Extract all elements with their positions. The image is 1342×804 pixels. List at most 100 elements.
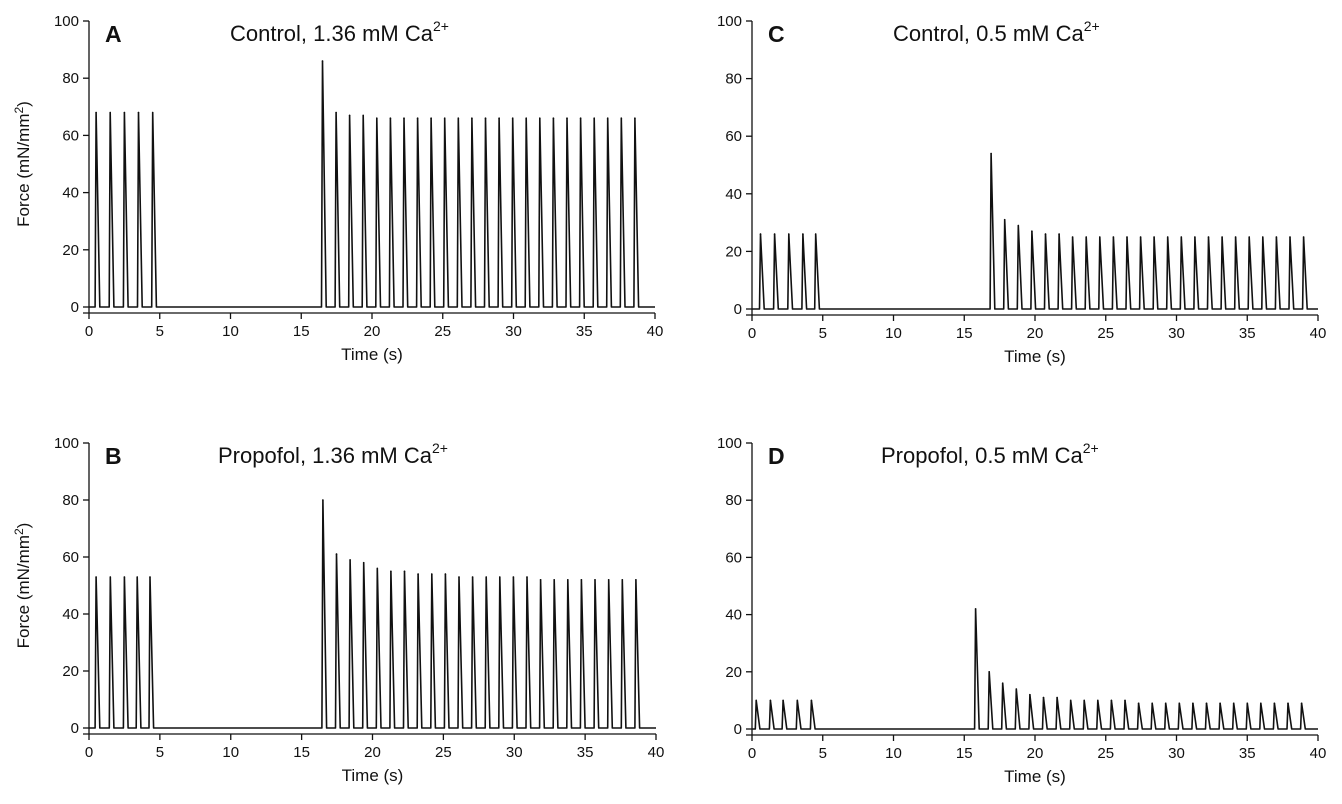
twitch-peak xyxy=(788,233,790,235)
twitch-peak xyxy=(1234,236,1237,238)
twitch-peak xyxy=(635,579,637,581)
twitch-peak xyxy=(606,117,609,119)
twitch-peak xyxy=(1017,224,1020,227)
twitch-peak xyxy=(990,152,992,155)
y-tick-label: 100 xyxy=(717,13,742,30)
twitch-peak xyxy=(444,573,447,575)
twitch-peak xyxy=(1069,699,1072,702)
twitch-peak xyxy=(498,117,500,119)
x-tick-label: 5 xyxy=(156,744,164,761)
twitch-peak xyxy=(403,570,406,573)
twitch-peak xyxy=(1151,702,1153,705)
panel-title: Propofol, 1.36 mM Ca2+ xyxy=(218,440,448,468)
twitch-peak xyxy=(123,576,126,578)
panel-b: 0 20 40 60 80 100 0 5 10 15 20 25 30 35 40 Time (s) Forc… xyxy=(12,435,664,785)
twitch-peak xyxy=(1180,236,1183,238)
panel-c: 0 20 40 60 80 100 0 5 10 15 20 25 30 35 40 Time (s) C Con… xyxy=(717,13,1326,366)
twitch-peak xyxy=(430,117,432,119)
x-tick-label: 25 xyxy=(1097,745,1114,762)
panel-letter: B xyxy=(105,443,122,469)
twitch-peak xyxy=(620,117,623,119)
twitch-peak xyxy=(335,553,338,555)
twitch-peak xyxy=(458,576,460,578)
twitch-peak xyxy=(796,699,799,702)
x-tick-label: 5 xyxy=(156,323,164,340)
twitch-peak xyxy=(552,117,555,119)
panel-letter: C xyxy=(768,21,785,47)
twitch-peak xyxy=(593,117,595,119)
x-tick-label: 0 xyxy=(85,744,93,761)
twitch-peak xyxy=(485,576,488,578)
y-tick-label: 20 xyxy=(62,663,79,680)
x-tick-label: 0 xyxy=(85,323,93,340)
twitch-peak xyxy=(362,114,365,117)
twitch-peak xyxy=(1058,233,1060,235)
twitch-peak xyxy=(802,233,804,235)
twitch-peak xyxy=(1232,702,1235,705)
x-tick-label: 35 xyxy=(1239,745,1256,762)
twitch-peak xyxy=(553,579,555,581)
twitch-peak xyxy=(782,699,784,702)
twitch-peak xyxy=(1085,236,1087,238)
y-tick-label: 20 xyxy=(62,242,79,259)
x-tick-label: 25 xyxy=(434,323,451,340)
twitch-peak xyxy=(136,576,138,578)
twitch-peak xyxy=(810,699,813,702)
twitch-peak xyxy=(95,111,97,114)
twitch-peak xyxy=(755,699,757,702)
twitch-peak xyxy=(526,576,528,578)
x-tick-label: 10 xyxy=(222,744,239,761)
twitch-peak xyxy=(348,114,351,117)
x-tick-label: 30 xyxy=(506,744,523,761)
x-axis-title: Time (s) xyxy=(342,766,404,785)
x-tick-label: 35 xyxy=(577,744,594,761)
twitch-peak xyxy=(1289,236,1291,238)
twitch-peak xyxy=(759,233,762,235)
y-tick-label: 100 xyxy=(54,13,79,30)
axis-lines xyxy=(746,21,1318,316)
twitch-peak xyxy=(1192,702,1194,705)
twitch-peak xyxy=(1137,702,1140,705)
y-tick-label: 60 xyxy=(725,128,742,145)
twitch-peak xyxy=(1015,688,1018,690)
x-tick-label: 5 xyxy=(819,325,827,342)
x-tick-label: 20 xyxy=(364,744,381,761)
twitch-peak xyxy=(1124,699,1126,702)
x-tick-label: 40 xyxy=(1310,325,1327,342)
x-tick-label: 30 xyxy=(505,323,522,340)
twitch-peak xyxy=(567,579,569,581)
panel-title: Control, 1.36 mM Ca2+ xyxy=(230,18,449,46)
twitch-peak xyxy=(471,576,474,578)
x-tick-label: 20 xyxy=(1027,745,1044,762)
twitch-peak xyxy=(362,561,365,564)
x-tick-label: 20 xyxy=(364,323,381,340)
x-axis-title: Time (s) xyxy=(1004,347,1066,366)
twitch-peak xyxy=(95,576,97,578)
x-tick-label: 40 xyxy=(647,323,664,340)
twitch-peak xyxy=(1275,236,1278,238)
twitch-peak xyxy=(1071,236,1074,238)
twitch-peak xyxy=(431,573,433,575)
twitch-peak xyxy=(634,117,636,119)
twitch-peak xyxy=(594,579,596,581)
twitch-peak xyxy=(1003,218,1006,221)
x-tick-label: 20 xyxy=(1027,325,1044,342)
twitch-peak xyxy=(1097,699,1099,702)
y-tick-label: 0 xyxy=(71,299,79,316)
twitch-peak xyxy=(769,699,772,702)
twitch-peak xyxy=(499,576,501,578)
twitch-peak xyxy=(621,579,624,581)
twitch-peak xyxy=(349,559,351,561)
axis-lines xyxy=(83,21,655,314)
twitch-peak xyxy=(1219,702,1221,705)
twitch-peak xyxy=(1178,702,1181,705)
twitch-peak xyxy=(1300,702,1303,705)
y-tick-label: 80 xyxy=(62,70,79,87)
x-tick-label: 15 xyxy=(956,745,973,762)
y-tick-label: 100 xyxy=(717,435,742,452)
twitch-peak xyxy=(1042,696,1045,699)
twitch-peak xyxy=(512,576,515,578)
twitch-peak xyxy=(539,117,541,119)
panel-title: Control, 0.5 mM Ca2+ xyxy=(893,18,1100,46)
y-tick-label: 80 xyxy=(725,71,742,88)
